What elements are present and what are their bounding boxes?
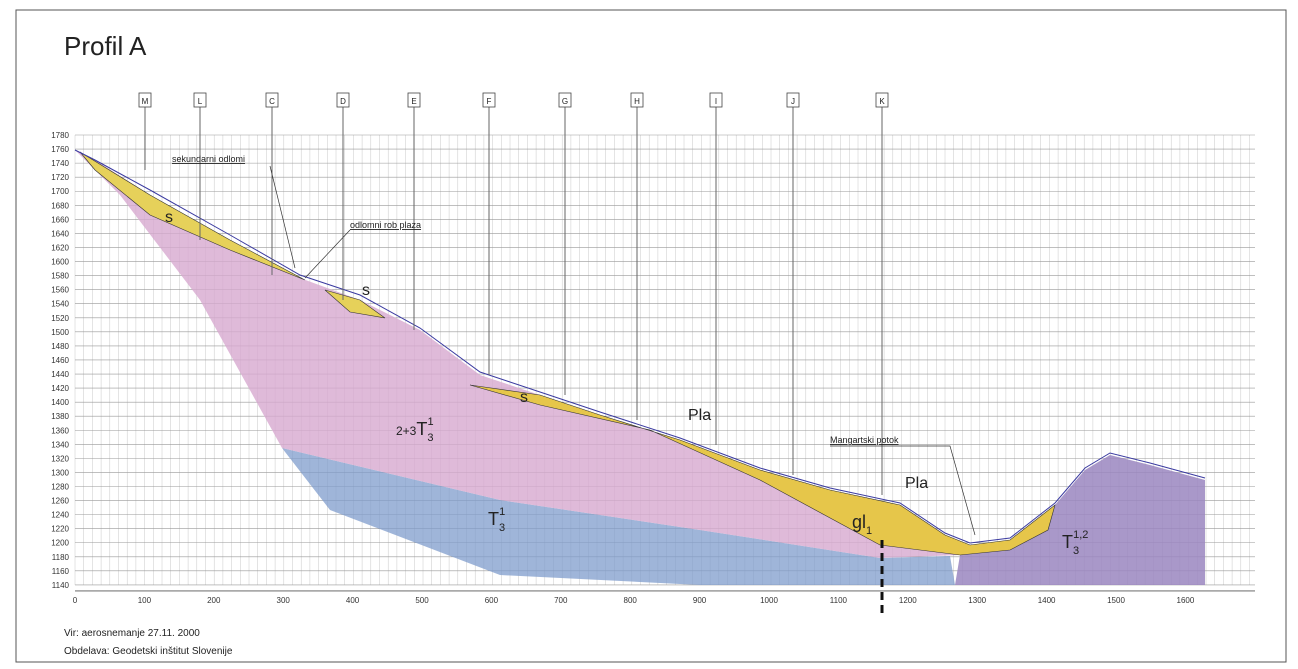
x-tick-label: 1300 <box>968 596 986 605</box>
y-tick-label: 1560 <box>51 286 69 295</box>
y-tick-label: 1240 <box>51 511 69 520</box>
y-tick-label: 1280 <box>51 483 69 492</box>
x-tick-label: 700 <box>554 596 568 605</box>
x-tick-label: 300 <box>277 596 291 605</box>
formation-sub: 3 <box>1073 545 1079 557</box>
marker-label: D <box>340 97 346 106</box>
formation-sub: 1 <box>866 525 872 537</box>
y-tick-label: 1300 <box>51 468 69 477</box>
marker-label: I <box>715 97 717 106</box>
x-tick-label: 200 <box>207 596 221 605</box>
x-tick-label: 1200 <box>899 596 917 605</box>
footer-processing: Obdelava: Geodetski inštitut Slovenije <box>64 646 233 657</box>
y-tick-label: 1640 <box>51 229 69 238</box>
marker-label: C <box>269 97 275 106</box>
y-tick-label: 1140 <box>52 581 70 590</box>
y-tick-label: 1760 <box>51 145 69 154</box>
y-tick-label: 1600 <box>51 258 69 267</box>
formation-symbol: T <box>416 419 427 439</box>
formation-sub: 3 <box>499 522 505 534</box>
x-tick-label: 1500 <box>1107 596 1125 605</box>
formation-sup: 1 <box>499 506 505 518</box>
y-tick-label: 1220 <box>51 525 69 534</box>
label: Pla <box>905 475 928 492</box>
title: Profil A <box>64 31 147 61</box>
label: Pla <box>688 407 711 424</box>
y-tick-label: 1580 <box>51 272 69 281</box>
marker-label: L <box>198 97 203 106</box>
y-tick-label: 1480 <box>51 342 69 351</box>
y-tick-label: 1620 <box>51 243 69 252</box>
x-tick-label: 900 <box>693 596 707 605</box>
y-tick-label: 1540 <box>51 300 69 309</box>
label: s <box>165 209 173 226</box>
x-tick-label: 600 <box>485 596 499 605</box>
y-tick-label: 1680 <box>51 201 69 210</box>
y-tick-label: 1160 <box>52 567 70 576</box>
formation-symbol: T <box>1062 532 1073 552</box>
y-tick-label: 1340 <box>51 440 69 449</box>
profile-figure: Profil A MLCDEFGHIJK 1780176017401720170… <box>0 0 1298 664</box>
y-tick-label: 1740 <box>51 159 69 168</box>
y-tick-label: 1720 <box>51 173 69 182</box>
marker-label: H <box>634 97 640 106</box>
x-tick-label: 500 <box>415 596 429 605</box>
x-tick-label: 0 <box>73 596 78 605</box>
y-tick-label: 1200 <box>51 539 69 548</box>
y-tick-label: 1460 <box>51 356 69 365</box>
marker-label: M <box>142 97 149 106</box>
formation-sup: 1 <box>427 416 433 428</box>
y-tick-label: 1380 <box>51 412 69 421</box>
y-tick-label: 1180 <box>52 553 70 562</box>
y-tick-label: 1400 <box>51 398 69 407</box>
formation-prefix: 2+3 <box>396 424 417 438</box>
marker-label: G <box>562 97 568 106</box>
annotation: odlomni rob plaza <box>350 220 421 230</box>
y-tick-label: 1420 <box>51 384 69 393</box>
label: s <box>520 389 528 406</box>
y-tick-label: 1660 <box>51 215 69 224</box>
y-tick-label: 1700 <box>51 187 69 196</box>
marker-label: F <box>487 97 492 106</box>
formation-symbol: gl <box>852 512 866 532</box>
y-tick-label: 1440 <box>51 370 69 379</box>
y-tick-label: 1360 <box>51 426 69 435</box>
y-tick-label: 1320 <box>51 454 69 463</box>
formation-symbol: T <box>488 509 499 529</box>
x-tick-label: 100 <box>138 596 152 605</box>
y-tick-label: 1520 <box>51 314 69 323</box>
annotation: Mangartski potok <box>830 435 899 445</box>
formation-sub: 3 <box>427 432 433 444</box>
y-tick-label: 1780 <box>51 131 69 140</box>
x-tick-label: 1600 <box>1177 596 1195 605</box>
marker-label: J <box>791 97 795 106</box>
marker-label: K <box>879 97 885 106</box>
x-tick-label: 800 <box>624 596 638 605</box>
marker-label: E <box>411 97 416 106</box>
x-tick-label: 1100 <box>830 596 848 605</box>
formation-sup: 1,2 <box>1073 529 1088 541</box>
annotation: sekundarni odlomi <box>172 154 245 164</box>
label: s <box>362 282 370 299</box>
x-tick-label: 1000 <box>760 596 778 605</box>
x-tick-label: 400 <box>346 596 360 605</box>
x-tick-label: 1400 <box>1038 596 1056 605</box>
y-tick-label: 1260 <box>51 497 69 506</box>
footer-source: Vir: aerosnemanje 27.11. 2000 <box>64 628 200 639</box>
y-tick-label: 1500 <box>51 328 69 337</box>
